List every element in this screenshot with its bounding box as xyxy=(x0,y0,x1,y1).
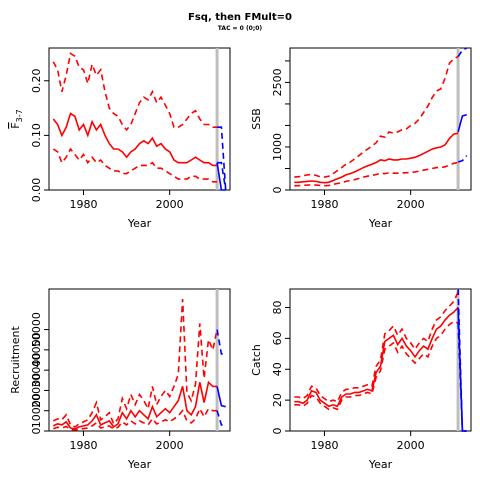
series-projection-median xyxy=(216,162,226,191)
y-tick-label: 10000 xyxy=(30,393,43,428)
series-projection-upper xyxy=(457,47,468,58)
y-tick-label: 80 xyxy=(271,301,284,315)
x-axis-label: Year xyxy=(368,458,393,471)
figure-title: Fsq, then FMult=0 xyxy=(188,12,292,23)
y-tick-label: 40 xyxy=(271,362,284,376)
series-historic-median xyxy=(52,112,218,167)
series-historic-lower xyxy=(52,147,218,183)
plot-frame xyxy=(48,47,231,191)
x-tick-label: 2000 xyxy=(397,198,425,211)
y-axis-label: Recruitment xyxy=(9,326,22,394)
y-axis-label: SSB xyxy=(250,108,263,130)
series-historic-lower xyxy=(53,406,218,431)
series-projection-lower xyxy=(457,155,468,163)
series-historic-upper xyxy=(294,291,459,403)
y-tick-label: 0.20 xyxy=(30,69,43,94)
panel-ssb: 1980 2000 0 1000 2500 Year SSB xyxy=(250,47,472,230)
plot-frame xyxy=(289,288,472,432)
y-tick-label: 2500 xyxy=(271,68,284,96)
x-tick-label: 2000 xyxy=(156,198,184,211)
y-tick-label: 50000 xyxy=(30,312,43,347)
y-tick-label: 20 xyxy=(271,393,284,407)
panel-recruitment: 1980 200001000020000300004000050000YearRe… xyxy=(9,288,231,471)
series-historic-upper xyxy=(52,299,218,428)
x-tick-label: 2000 xyxy=(156,439,184,452)
y-axis-label: Catch xyxy=(250,344,263,376)
series-projection-lower xyxy=(216,410,226,426)
y-tick-label: 1000 xyxy=(271,133,284,161)
y-tick-label: 0 xyxy=(271,428,284,435)
panel-fbar: 1980 2000 0.00 0.10 0.20 Year F3-7 xyxy=(9,47,231,230)
x-axis-label: Year xyxy=(127,458,152,471)
plot-frame xyxy=(48,288,231,432)
series-projection-median xyxy=(457,113,467,133)
x-tick-label: 1980 xyxy=(310,198,338,211)
y-tick-label: 0 xyxy=(30,428,43,435)
series-historic-lower xyxy=(294,320,459,411)
y-axis-label: F3-7 xyxy=(9,109,24,128)
series-projection-upper xyxy=(216,329,226,355)
series-historic-upper xyxy=(52,52,218,132)
y-tick-label: 20000 xyxy=(30,373,43,408)
series-projection-median xyxy=(457,307,467,432)
y-tick-label: 0 xyxy=(271,187,284,194)
x-axis-label: Year xyxy=(127,217,152,230)
series-historic-median xyxy=(52,380,218,430)
y-tick-label: 60 xyxy=(271,331,284,345)
x-tick-label: 1980 xyxy=(69,198,97,211)
x-tick-label: 1980 xyxy=(310,439,338,452)
series-historic-median xyxy=(294,132,459,184)
series-projection-lower xyxy=(217,161,227,191)
panel-catch: 1980 2000 0 20 40 60 80 Year Catch xyxy=(250,288,472,471)
y-tick-label: 30000 xyxy=(30,353,43,388)
y-tick-label: 0.00 xyxy=(30,178,43,203)
series-historic-median xyxy=(294,306,459,408)
y-tick-label: 0.10 xyxy=(30,123,43,148)
series-historic-upper xyxy=(294,55,459,178)
x-tick-label: 1980 xyxy=(69,439,97,452)
plot-frame xyxy=(289,47,472,191)
figure-subtitle: TAC = 0 (0;0) xyxy=(218,25,263,32)
series-projection-upper xyxy=(217,126,227,191)
x-axis-label: Year xyxy=(368,217,393,230)
x-tick-label: 2000 xyxy=(397,439,425,452)
y-tick-label: 40000 xyxy=(30,332,43,367)
series-projection-median xyxy=(216,386,226,408)
series-historic-lower xyxy=(294,161,459,187)
